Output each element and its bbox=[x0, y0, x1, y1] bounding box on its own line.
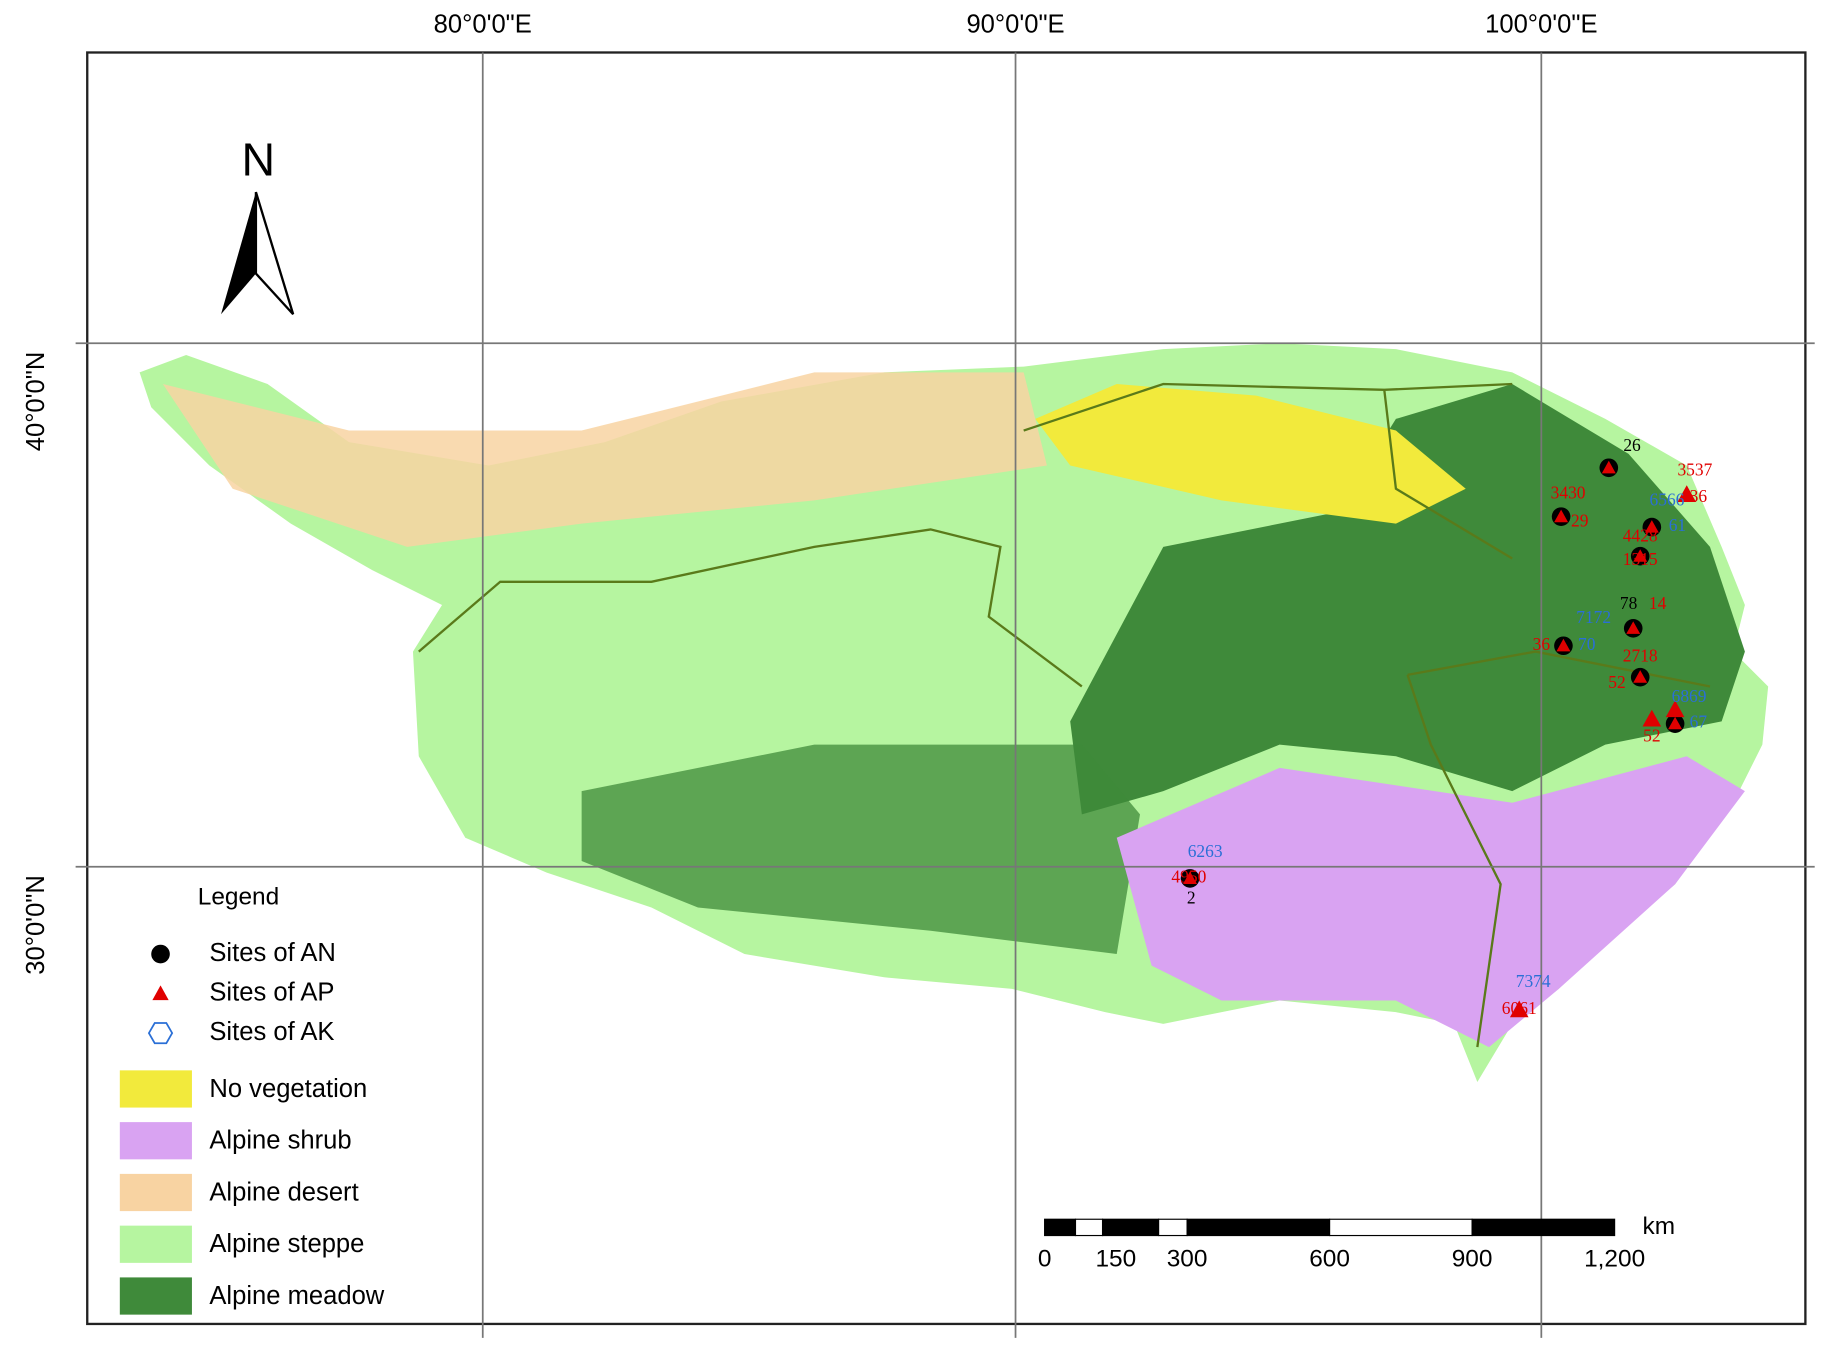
site-label: 14 bbox=[1649, 593, 1667, 613]
scale-tick-label: 1,200 bbox=[1584, 1245, 1645, 1272]
site-ap bbox=[1665, 700, 1685, 718]
graticule: 80°0'0"E 90°0'0"E 100°0'0"E 40°0'0"N 30°… bbox=[22, 11, 1815, 1338]
legend-label: Sites of AN bbox=[209, 939, 336, 967]
site-label: 6061 bbox=[1502, 998, 1537, 1018]
site-label: 52 bbox=[1643, 726, 1660, 746]
legend-title: Legend bbox=[198, 884, 279, 911]
site-label: 7172 bbox=[1576, 607, 1611, 627]
scale-segment bbox=[1329, 1218, 1473, 1237]
site-ap bbox=[1677, 485, 1697, 502]
site-ap bbox=[1668, 716, 1683, 730]
site-ap bbox=[1626, 621, 1641, 634]
region-boundary bbox=[418, 382, 1711, 1048]
legend-label: Alpine shrub bbox=[209, 1127, 351, 1155]
legend: Legend Sites of AN Sites of AP Sites of AK… bbox=[119, 884, 385, 1315]
site-ap bbox=[1633, 549, 1648, 562]
legend-label: Sites of AK bbox=[209, 1018, 334, 1046]
legend-label: Alpine meadow bbox=[209, 1282, 384, 1310]
site-label: 7374 bbox=[1516, 971, 1551, 991]
legend-symbol bbox=[152, 985, 169, 1001]
site-ap bbox=[1633, 670, 1648, 683]
legend-symbol bbox=[151, 944, 170, 964]
site-label: 61 bbox=[1669, 515, 1686, 535]
scale-tick-label: 300 bbox=[1167, 1245, 1208, 1272]
site-ap bbox=[1554, 509, 1569, 523]
lat-label: 40°0'0"N bbox=[22, 352, 50, 452]
site-ap bbox=[1601, 460, 1616, 474]
legend-swatch bbox=[119, 1122, 192, 1160]
scale-unit: km bbox=[1643, 1213, 1676, 1240]
site-label: 3430 bbox=[1551, 483, 1586, 503]
site-ap bbox=[1644, 520, 1659, 533]
legend-label: No vegetation bbox=[209, 1075, 367, 1103]
legend-label: Alpine steppe bbox=[209, 1230, 364, 1258]
site-ap bbox=[1509, 1000, 1529, 1018]
alpine-meadow-area bbox=[1070, 384, 1745, 815]
alpine-desert-area bbox=[162, 372, 1047, 547]
lat-label: 30°0'0"N bbox=[22, 875, 50, 975]
site-label: 2718 bbox=[1623, 645, 1658, 665]
no-vegetation-area bbox=[1035, 384, 1466, 524]
scale-segment bbox=[1074, 1218, 1104, 1237]
legend-swatch bbox=[119, 1070, 192, 1108]
legend-label: Sites of AP bbox=[209, 978, 334, 1006]
scale-segment bbox=[1101, 1218, 1160, 1237]
site-label: 52 bbox=[1608, 672, 1625, 692]
site-label: 29 bbox=[1571, 510, 1588, 530]
scale-tick-label: 0 bbox=[1038, 1245, 1052, 1272]
site-label: 6566 bbox=[1650, 490, 1685, 510]
site-label: 36 bbox=[1533, 634, 1551, 654]
scale-tick-label: 150 bbox=[1095, 1245, 1136, 1272]
scale-segment bbox=[1186, 1218, 1331, 1237]
site-label: 36 bbox=[1690, 486, 1708, 506]
site-label: 6263 bbox=[1188, 841, 1223, 861]
site-ap bbox=[1183, 871, 1197, 884]
site-label: 4950 bbox=[1171, 866, 1206, 886]
site-label: 2 bbox=[1187, 887, 1196, 907]
site-label: 78 bbox=[1620, 593, 1638, 613]
site-label: 67 bbox=[1690, 712, 1708, 732]
lon-label: 80°0'0"E bbox=[434, 11, 532, 39]
scale-tick-label: 900 bbox=[1452, 1245, 1493, 1272]
scale-segment bbox=[1044, 1218, 1077, 1237]
sites: 26 3537 36 3430 29 6566 61 4428 1315 78 14 7172 70 36… bbox=[1171, 435, 1712, 1018]
legend-swatch bbox=[119, 1277, 192, 1315]
legend-swatch bbox=[119, 1173, 192, 1212]
plateau bbox=[139, 343, 1769, 1082]
lon-label: 90°0'0"E bbox=[966, 11, 1064, 39]
legend-label: Alpine desert bbox=[209, 1178, 358, 1206]
site-label: 6869 bbox=[1672, 686, 1707, 706]
arrow-right bbox=[254, 191, 295, 316]
lon-label: 100°0'0"E bbox=[1485, 11, 1597, 39]
alpine-meadow-area bbox=[581, 744, 1140, 955]
scale-bar: km 0 150 300 600 900 1,200 bbox=[1038, 1213, 1675, 1273]
scale-tick-label: 600 bbox=[1309, 1245, 1350, 1272]
site-label: 1315 bbox=[1623, 549, 1658, 569]
site-label: 26 bbox=[1623, 435, 1641, 455]
site-label: 4428 bbox=[1623, 526, 1658, 546]
site-label: 70 bbox=[1578, 634, 1596, 654]
legend-swatch bbox=[119, 1225, 192, 1263]
site-ap bbox=[1556, 638, 1571, 652]
alpine-shrub-area bbox=[1116, 756, 1745, 1048]
legend-symbol bbox=[147, 1022, 174, 1045]
site-label: 3537 bbox=[1677, 459, 1712, 479]
site-ap bbox=[1642, 709, 1662, 727]
scale-segment bbox=[1471, 1218, 1616, 1237]
north-label: N bbox=[241, 133, 275, 185]
scale-segment bbox=[1158, 1218, 1188, 1237]
